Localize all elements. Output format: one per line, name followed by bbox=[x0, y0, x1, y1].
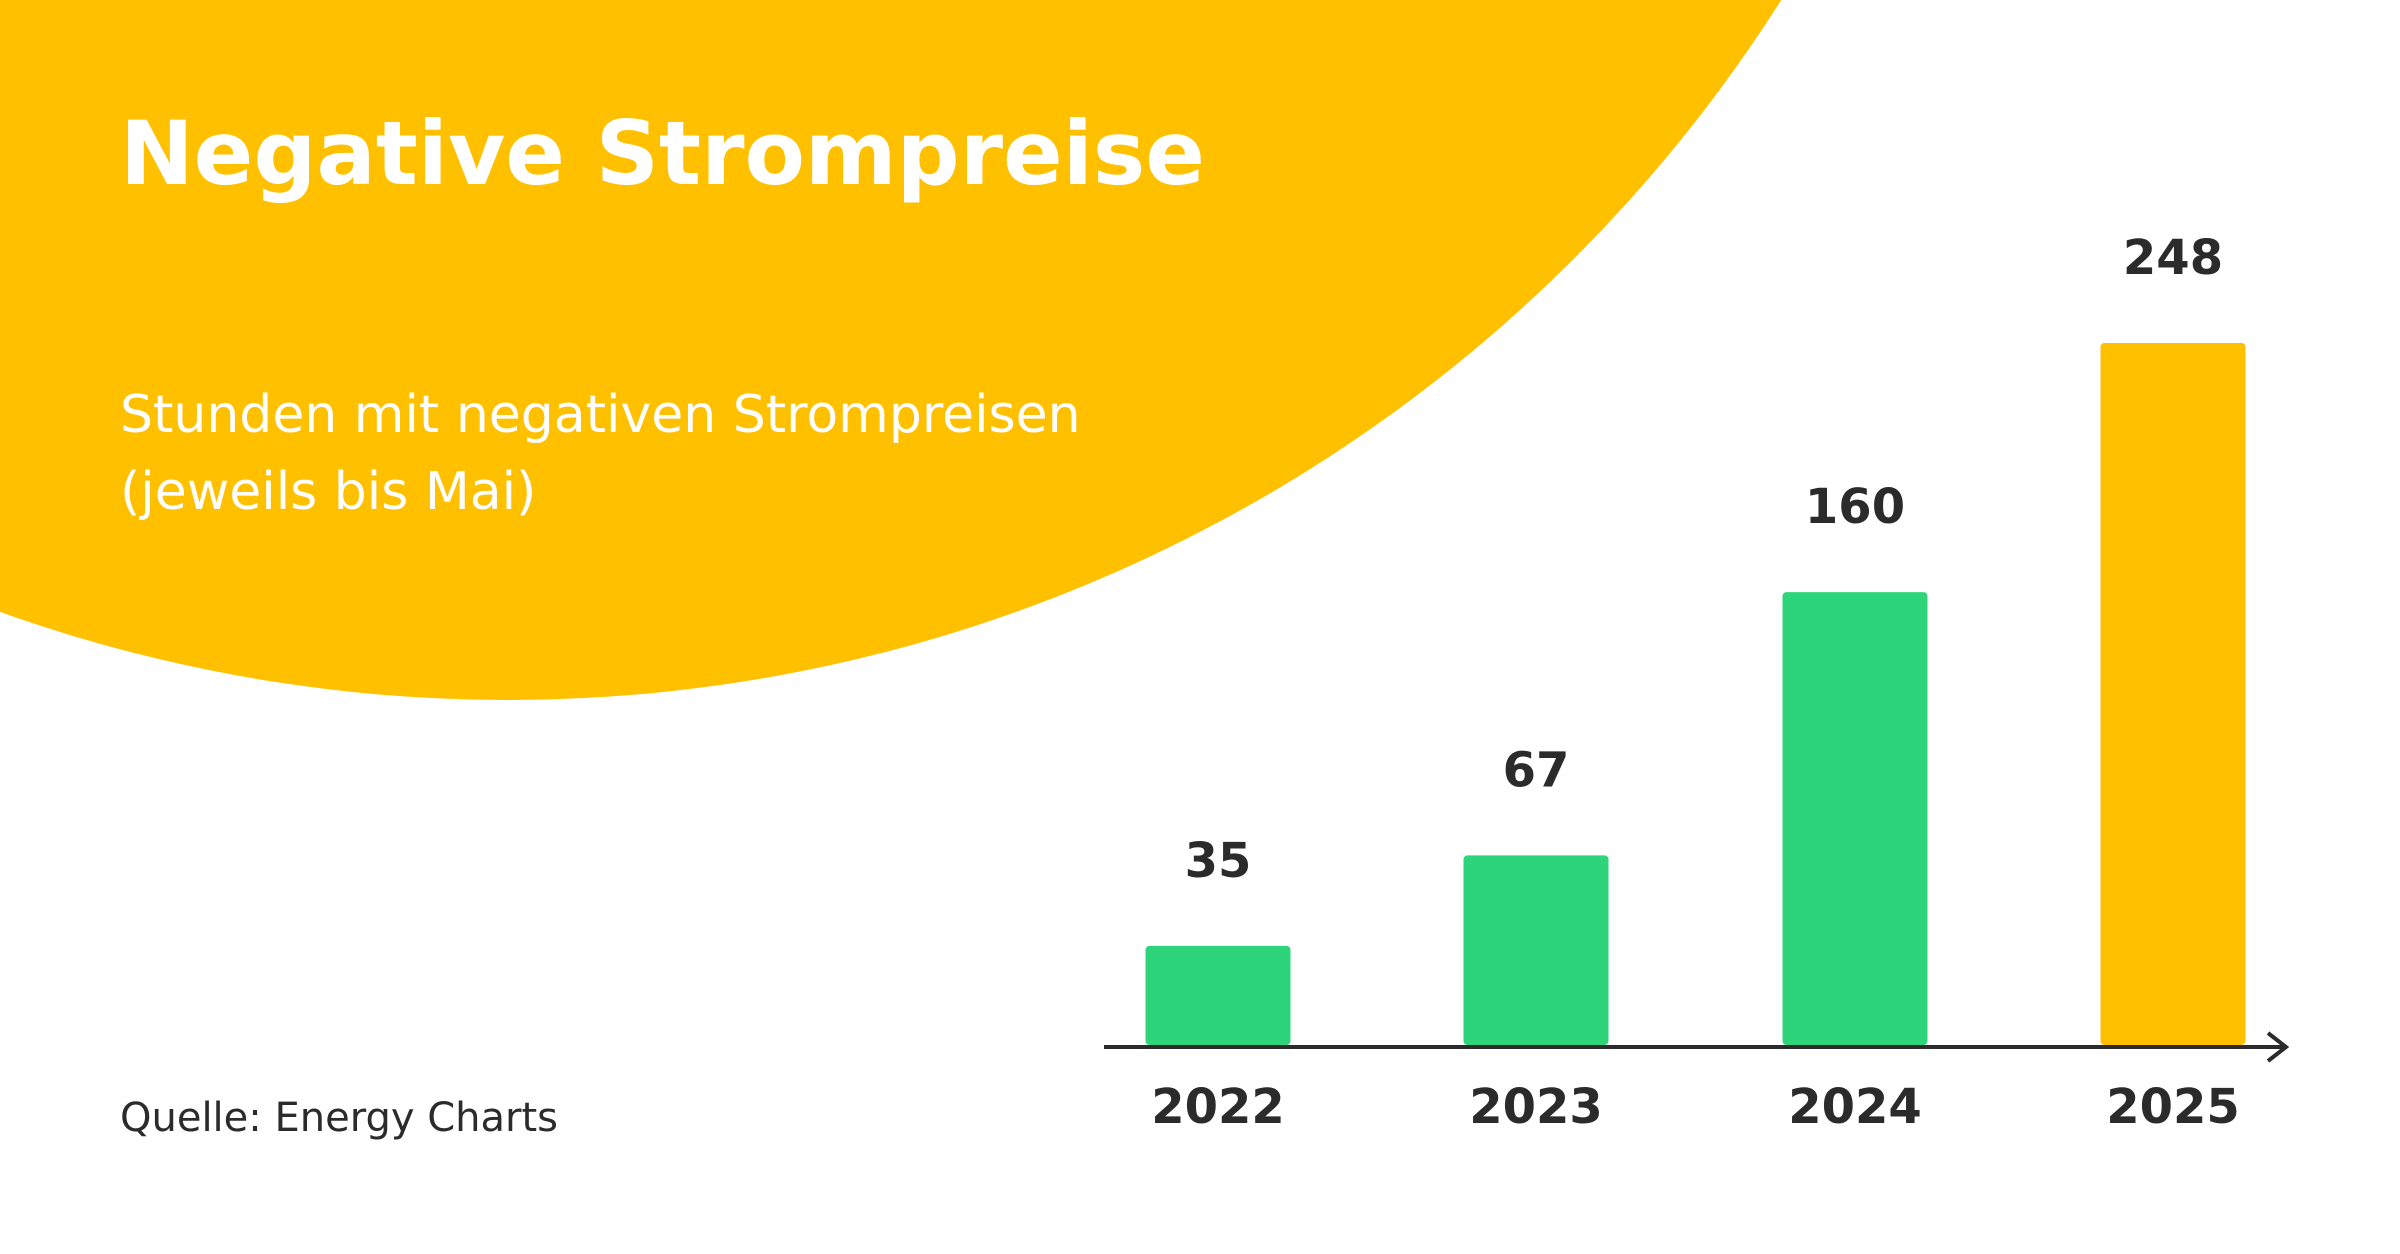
x-tick-label: 2023 bbox=[1469, 1079, 1603, 1135]
x-tick-label: 2025 bbox=[2106, 1079, 2240, 1135]
x-tick-label: 2024 bbox=[1788, 1079, 1922, 1135]
value-label: 35 bbox=[1185, 833, 1252, 889]
bar bbox=[1782, 592, 1928, 1045]
bar bbox=[1463, 855, 1609, 1045]
value-label: 248 bbox=[2123, 230, 2223, 286]
chart-title: Negative Strompreise bbox=[120, 102, 1205, 205]
subtitle: Stunden mit negativen Strompreisen bbox=[120, 385, 1081, 445]
bar bbox=[1145, 945, 1291, 1045]
axis-arrow bbox=[2266, 1031, 2290, 1063]
x-tick-label: 2022 bbox=[1151, 1079, 1285, 1135]
bar bbox=[2100, 343, 2246, 1045]
value-label: 67 bbox=[1503, 742, 1570, 798]
source: Quelle: Energy Charts bbox=[120, 1095, 558, 1141]
background-shape bbox=[0, 0, 1782, 700]
value-label: 160 bbox=[1805, 479, 1905, 535]
subtitle: (jeweils bis Mai) bbox=[120, 462, 536, 522]
